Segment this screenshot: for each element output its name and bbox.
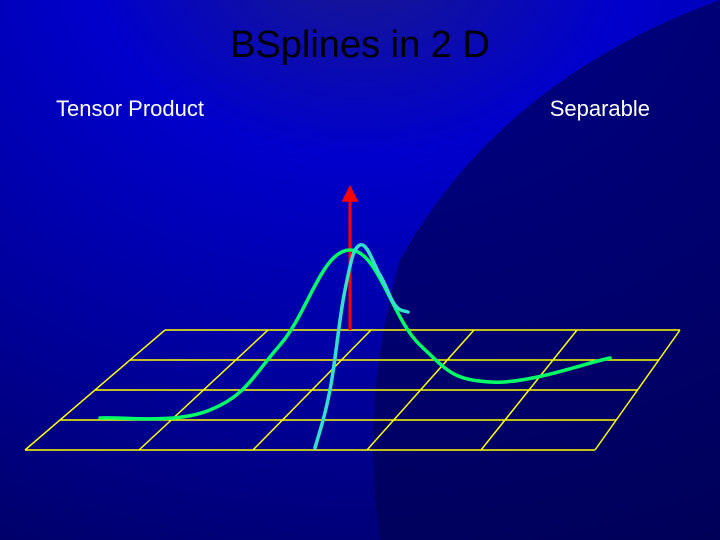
bspline-diagram [0,150,720,510]
label-separable: Separable [550,96,650,122]
page-title: BSplines in 2 D [230,24,490,67]
label-tensor-product: Tensor Product [56,96,204,122]
